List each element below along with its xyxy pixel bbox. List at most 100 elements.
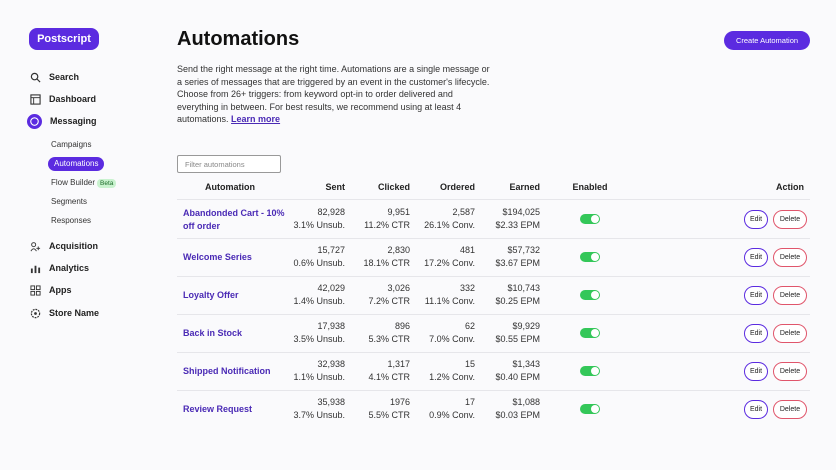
earned-value: $194,025 <box>502 207 540 217</box>
sub-item[interactable]: Responses <box>51 216 92 225</box>
ordered-sub: 0.9% Conv. <box>429 410 475 420</box>
row-separator <box>177 390 810 391</box>
clicked-sub: 7.2% CTR <box>368 296 410 306</box>
column-header: Ordered <box>439 182 475 192</box>
column-header: Earned <box>509 182 540 192</box>
clicked-value: 896 <box>394 321 410 331</box>
nav-item[interactable]: Analytics <box>30 261 89 275</box>
sent-value: 82,928 <box>317 207 345 217</box>
earned-value: $57,732 <box>507 245 540 255</box>
row-separator <box>177 352 810 353</box>
row-separator <box>177 314 810 315</box>
toggle[interactable] <box>580 404 600 414</box>
label: Dashboard <box>49 94 97 104</box>
sub-item[interactable]: Segments <box>51 197 88 206</box>
edit-button[interactable]: Edit <box>744 324 768 343</box>
clicked-value: 3,026 <box>387 283 410 293</box>
header-separator <box>177 199 810 200</box>
automation-name[interactable]: Loyalty Offer <box>183 290 239 300</box>
nav-item[interactable]: Search <box>30 70 79 84</box>
column-header: Clicked <box>377 182 410 192</box>
sub-item[interactable]: Campaigns <box>51 140 92 149</box>
sent-value: 15,727 <box>317 245 345 255</box>
clicked-sub: 18.1% CTR <box>363 258 410 268</box>
nav-item[interactable]: Messaging <box>27 113 97 129</box>
automation-name[interactable]: Back in Stock <box>183 328 243 338</box>
earned-sub: $0.25 EPM <box>495 296 540 306</box>
clicked-value: 1,317 <box>387 359 410 369</box>
sent-sub: 1.1% Unsub. <box>293 372 345 382</box>
page-title: Automations <box>177 28 300 50</box>
earned-sub: $3.67 EPM <box>495 258 540 268</box>
automation-name[interactable]: Abandonded Cart - 10% off order <box>183 208 285 231</box>
row-separator <box>177 276 810 277</box>
toggle[interactable] <box>580 252 600 262</box>
automation-name[interactable]: Welcome Series <box>183 252 252 262</box>
toggle-knob <box>591 253 599 261</box>
icon <box>30 265 41 273</box>
ordered-sub: 26.1% Conv. <box>424 220 475 230</box>
description-text: Send the right message at the right time… <box>177 64 490 125</box>
sub-item[interactable]: Flow Builder <box>51 178 96 187</box>
sent-sub: 0.6% Unsub. <box>293 258 345 268</box>
sent-sub: 3.5% Unsub. <box>293 334 345 344</box>
label: Analytics <box>49 263 90 273</box>
edit-button[interactable]: Edit <box>744 210 768 229</box>
label: Apps <box>49 285 72 295</box>
nav-item[interactable]: Acquisition <box>30 239 98 253</box>
delete-button[interactable]: Delete <box>773 400 807 419</box>
ordered-value: 332 <box>459 283 475 293</box>
sent-sub: 3.7% Unsub. <box>293 410 345 420</box>
ordered-value: 15 <box>464 359 475 369</box>
row-separator <box>177 238 810 239</box>
ordered-sub: 11.1% Conv. <box>424 296 475 306</box>
create-button[interactable]: Create Automation <box>724 31 810 50</box>
clicked-sub: 4.1% CTR <box>368 372 410 382</box>
logo[interactable]: Postscript <box>29 28 99 50</box>
ordered-sub: 7.0% Conv. <box>429 334 475 344</box>
automation-name[interactable]: Review Request <box>183 404 253 414</box>
toggle-knob <box>591 215 599 223</box>
icon <box>30 93 41 105</box>
delete-button[interactable]: Delete <box>773 324 807 343</box>
toggle[interactable] <box>580 214 600 224</box>
delete-button[interactable]: Delete <box>773 210 807 229</box>
icon <box>30 284 41 296</box>
edit-button[interactable]: Edit <box>744 400 768 419</box>
delete-button[interactable]: Delete <box>773 286 807 305</box>
delete-button[interactable]: Delete <box>773 248 807 267</box>
edit-button[interactable]: Edit <box>744 286 768 305</box>
nav-item[interactable]: Store Name <box>30 306 99 320</box>
nav-item[interactable]: Apps <box>30 283 72 297</box>
earned-value: $1,343 <box>512 359 540 369</box>
nav-item[interactable]: Dashboard <box>30 92 96 106</box>
learn-more-link[interactable]: Learn more <box>231 114 281 125</box>
sent-sub: 3.1% Unsub. <box>293 220 345 230</box>
ordered-value: 2,587 <box>452 207 475 217</box>
edit-button[interactable]: Edit <box>744 362 768 381</box>
ordered-value: 62 <box>464 321 475 331</box>
clicked-sub: 5.5% CTR <box>368 410 410 420</box>
column-header: Automation <box>205 182 255 192</box>
toggle-knob <box>591 405 599 413</box>
edit-button[interactable]: Edit <box>744 248 768 267</box>
sub-item-active[interactable]: Automations <box>48 157 105 171</box>
sent-sub: 1.4% Unsub. <box>293 296 345 306</box>
icon <box>30 308 41 318</box>
earned-sub: $0.55 EPM <box>495 334 540 344</box>
filter-input[interactable]: Filter automations <box>177 155 281 173</box>
sent-value: 35,938 <box>317 397 345 407</box>
delete-button[interactable]: Delete <box>773 362 807 381</box>
description: Send the right message at the right time… <box>177 63 495 126</box>
icon <box>30 72 41 83</box>
column-header: Sent <box>325 182 345 192</box>
column-header: Enabled <box>572 182 608 192</box>
sent-value: 42,029 <box>317 283 345 293</box>
earned-sub: $0.03 EPM <box>495 410 540 420</box>
toggle[interactable] <box>580 290 600 300</box>
toggle[interactable] <box>580 366 600 376</box>
toggle[interactable] <box>580 328 600 338</box>
automation-name[interactable]: Shipped Notification <box>183 366 271 376</box>
label: Messaging <box>50 116 97 126</box>
